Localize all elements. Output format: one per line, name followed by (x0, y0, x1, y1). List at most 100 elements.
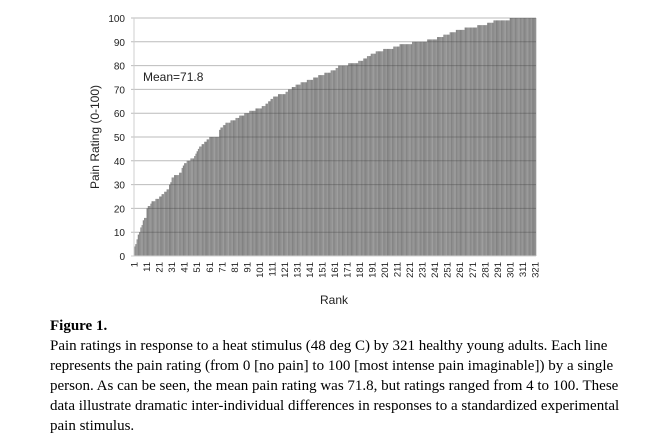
bar-rank-240 (433, 39, 435, 256)
bar-rank-150 (320, 75, 323, 257)
bar-rank-224 (413, 41, 415, 256)
bar-rank-228 (418, 41, 420, 256)
x-tick-label: 261 (455, 262, 466, 278)
bar-rank-79 (231, 120, 234, 256)
bar-rank-238 (430, 39, 433, 256)
bar-rank-213 (399, 44, 402, 257)
bar-rank-318 (530, 18, 533, 256)
bar-rank-302 (510, 18, 513, 256)
bar-rank-244 (438, 37, 440, 256)
bar-rank-38 (180, 172, 182, 256)
bar-rank-259 (457, 29, 459, 257)
bar-rank-127 (291, 87, 294, 257)
bar-rank-148 (318, 75, 320, 257)
bar-rank-166 (340, 65, 343, 256)
bar-rank-76 (227, 122, 230, 256)
bar-rank-146 (315, 77, 318, 256)
x-tick-label: 301 (505, 262, 516, 278)
bar-rank-86 (240, 115, 243, 256)
bar-rank-162 (335, 67, 338, 256)
bar-rank-307 (517, 18, 519, 256)
bar-rank-198 (380, 51, 383, 256)
bar-rank-218 (405, 44, 408, 257)
bar-rank-276 (478, 25, 480, 256)
bar-rank-272 (473, 27, 475, 256)
bar-rank-6 (140, 227, 142, 256)
bar-rank-195 (376, 51, 379, 256)
bar-rank-132 (298, 84, 300, 256)
bar-rank-201 (384, 48, 387, 256)
bar-rank-16 (152, 201, 155, 256)
x-tick-label: 111 (267, 262, 278, 276)
bar-rank-193 (374, 53, 377, 257)
bar-rank-164 (338, 65, 340, 256)
bar-rank-51 (196, 151, 199, 256)
bar-rank-188 (368, 56, 370, 256)
bar-rank-258 (455, 29, 458, 257)
bar-rank-61 (209, 137, 211, 256)
bar-rank-128 (293, 87, 295, 257)
bar-rank-172 (348, 63, 350, 256)
bar-rank-24 (162, 194, 165, 256)
bar-rank-246 (440, 37, 443, 256)
bar-rank-83 (236, 117, 239, 257)
bar-rank-14 (150, 203, 152, 256)
bar-rank-121 (284, 94, 286, 256)
bar-rank-135 (301, 82, 304, 256)
bar-rank-105 (264, 106, 266, 256)
bar-rank-289 (494, 20, 497, 256)
bar-rank-234 (425, 41, 428, 256)
bar-rank-288 (493, 20, 495, 256)
x-tick-label: 121 (280, 262, 291, 278)
bar-rank-194 (375, 51, 378, 256)
bar-rank-18 (155, 198, 157, 256)
bar-rank-203 (386, 48, 389, 256)
bar-rank-15 (151, 201, 154, 256)
bar-rank-98 (255, 108, 258, 256)
bar-rank-304 (513, 18, 516, 256)
bar-rank-161 (334, 70, 336, 256)
bar-rank-77 (229, 122, 231, 256)
x-tick-label: 161 (330, 262, 341, 278)
bar-rank-126 (290, 89, 293, 257)
bar-rank-120 (283, 94, 285, 256)
x-axis-label: Rank (320, 293, 349, 307)
bar-rank-91 (246, 113, 249, 256)
bar-rank-123 (286, 91, 289, 256)
bar-rank-99 (256, 108, 259, 256)
bar-rank-39 (181, 167, 184, 256)
bar-rank-305 (514, 18, 517, 256)
bar-rank-277 (479, 25, 482, 256)
bar-rank-229 (419, 41, 422, 256)
bar-rank-217 (404, 44, 407, 257)
bar-rank-49 (194, 156, 196, 256)
bar-rank-119 (281, 94, 284, 256)
y-tick-label: 60 (114, 109, 126, 120)
bar-rank-173 (349, 63, 351, 256)
bar-rank-3 (136, 239, 139, 256)
bar-rank-239 (432, 39, 434, 256)
bar-rank-211 (396, 46, 399, 257)
bar-rank-103 (261, 106, 264, 256)
bar-rank-63 (211, 137, 214, 256)
x-tick-label: 221 (405, 262, 416, 278)
bar-rank-109 (269, 101, 271, 256)
bar-rank-291 (497, 20, 499, 256)
bar-rank-88 (242, 115, 245, 256)
bar-rank-144 (313, 77, 315, 256)
bar-rank-308 (518, 18, 521, 256)
bar-rank-133 (299, 84, 301, 256)
bar-rank-34 (175, 175, 177, 256)
bar-rank-295 (502, 20, 504, 256)
bar-rank-248 (443, 34, 445, 256)
bar-rank-254 (450, 32, 453, 256)
bar-rank-110 (270, 98, 273, 256)
bar-rank-53 (199, 146, 201, 256)
bar-rank-303 (512, 18, 514, 256)
y-tick-label: 30 (114, 181, 126, 192)
bar-rank-167 (341, 65, 344, 256)
bar-rank-222 (410, 44, 413, 257)
bar-rank-97 (254, 110, 256, 256)
bar-rank-204 (388, 48, 390, 256)
y-tick-label: 70 (114, 85, 126, 96)
